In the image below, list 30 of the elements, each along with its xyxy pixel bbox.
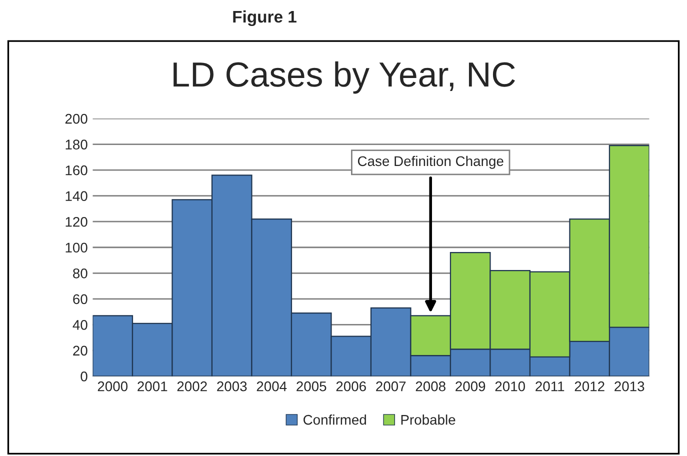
y-tick-label: 140 (66, 191, 88, 202)
legend-label: Confirmed (304, 414, 366, 425)
x-tick-label: 2004 (256, 381, 287, 392)
x-tick-label: 2010 (495, 381, 526, 392)
y-tick-label: 180 (66, 140, 88, 150)
x-tick-label: 2008 (416, 381, 446, 392)
x-tick-label: 2001 (138, 381, 168, 392)
y-tick-label: 20 (73, 346, 88, 356)
x-tick-label: 2009 (456, 381, 486, 392)
chart-title: LD Cases by Year, NC (174, 61, 515, 94)
x-tick-label: 2011 (536, 381, 564, 392)
caption: Figure 1 (233, 10, 296, 26)
x-tick-label: 2012 (574, 381, 604, 392)
legend-label: Probable (401, 414, 456, 425)
annotation: Case Definition Change (358, 156, 504, 169)
x-tick-label: 2006 (336, 381, 366, 392)
y-tick-label: 200 (65, 114, 88, 124)
y-tick-label: 100 (66, 242, 88, 253)
x-tick-label: 2005 (296, 381, 326, 392)
x-tick-label: 2007 (376, 381, 406, 392)
x-tick-label: 2003 (217, 381, 247, 392)
y-tick-label: 60 (73, 294, 88, 304)
y-tick-label: 80 (73, 268, 88, 278)
x-tick-label: 2002 (177, 381, 207, 392)
y-tick-label: 120 (66, 216, 88, 227)
y-tick-label: 160 (66, 165, 88, 176)
y-tick-label: 0 (80, 372, 88, 382)
x-tick-label: 2013 (614, 381, 644, 392)
x-tick-label: 2000 (98, 381, 128, 392)
y-tick-label: 40 (72, 320, 88, 330)
